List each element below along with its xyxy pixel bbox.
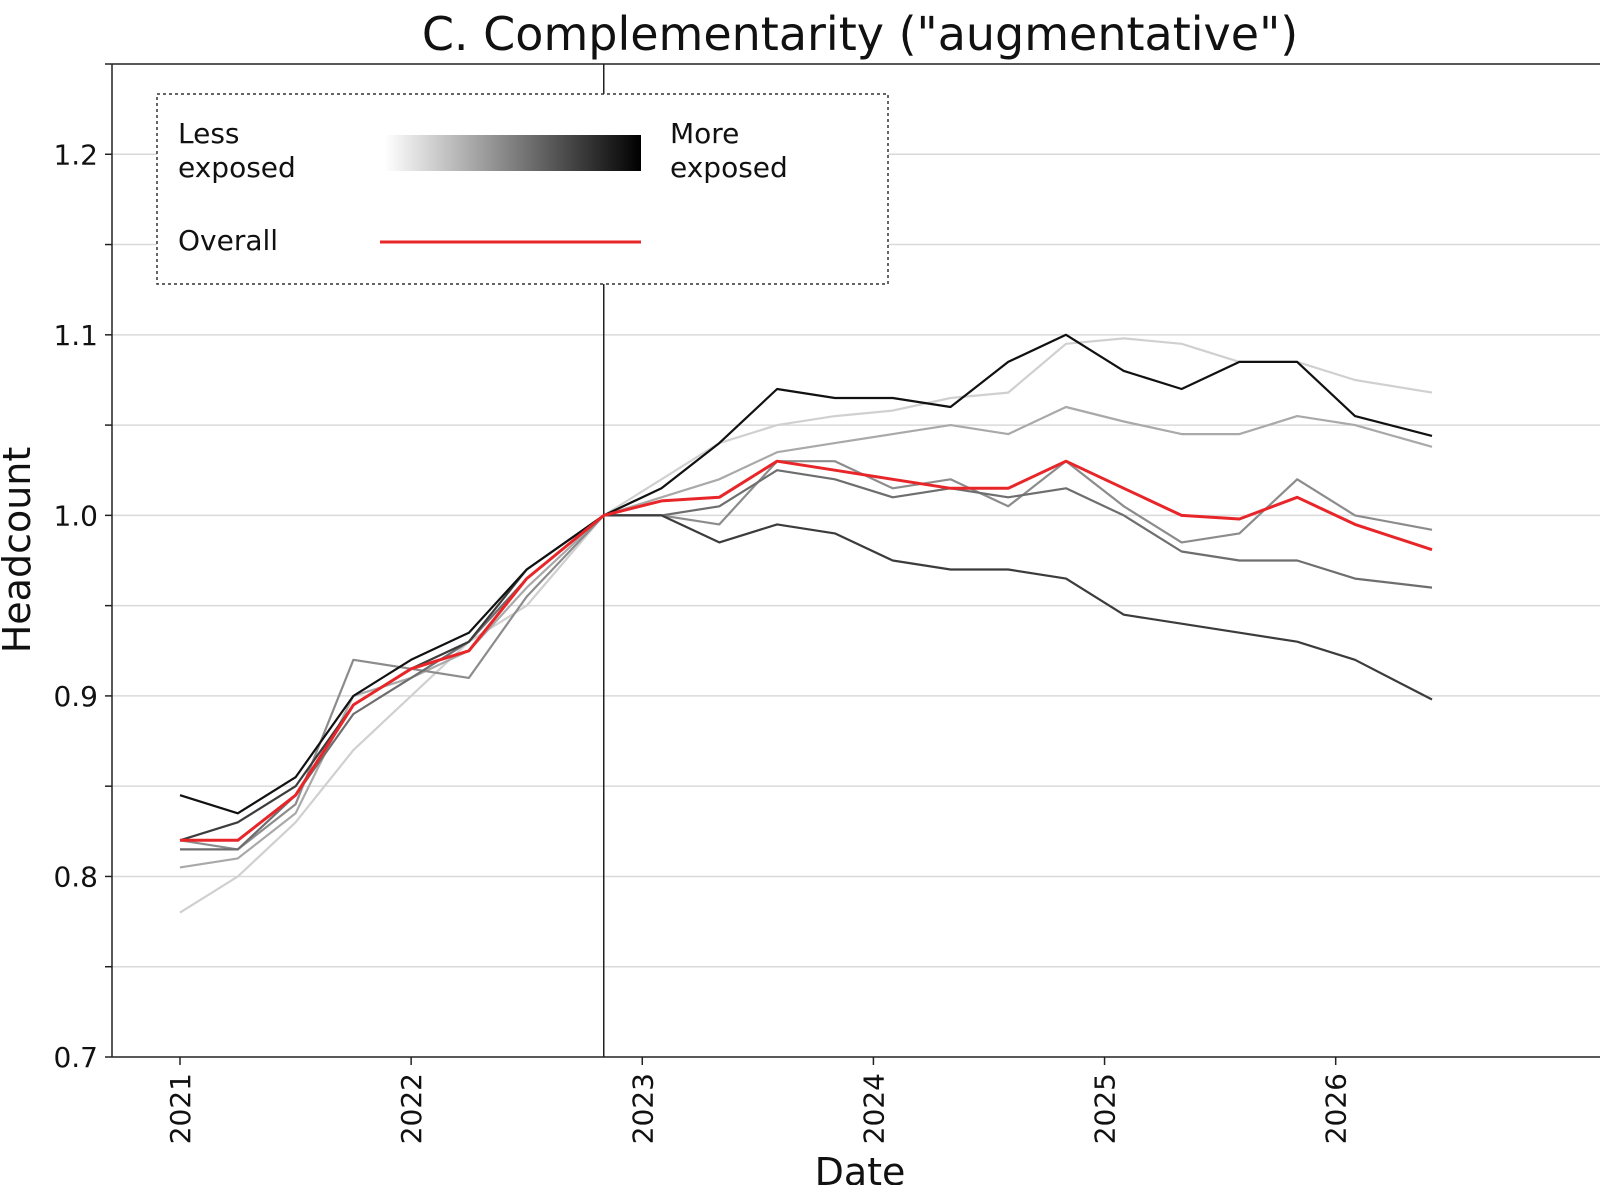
y-tick-label: 1.1 [53,319,98,352]
legend-frame [156,93,889,285]
series-line-4 [180,469,1433,851]
legend-exposure-gradient [385,135,641,171]
y-tick-label: 1.2 [53,138,98,171]
legend-more-exposed: More exposed [670,117,788,184]
legend-overall-label: Overall [178,224,278,257]
legend-less-line1: Less [178,117,240,150]
legend-less-exposed: Less exposed [178,117,296,184]
series-line-3 [179,460,1433,851]
series-line-6 [179,333,1433,815]
legend-less-line2: exposed [178,151,296,184]
legend-more-line2: exposed [670,151,788,184]
x-tick-label: 2024 [857,1073,890,1144]
x-tick-label: 2026 [1320,1073,1353,1144]
legend: Less exposed More exposed Overall [156,93,889,285]
axes: 0.7 0.8 0.9 1.0 1.1 1.2 2021 2022 2023 2024 2025 20… [53,63,1600,1144]
y-tick-label: 0.9 [53,680,98,713]
y-tick-label: 0.7 [53,1041,98,1074]
chart-title: C. Complementarity ("augmentative") [422,7,1298,61]
y-tick-label: 0.8 [53,860,98,893]
legend-more-line1: More [670,117,739,150]
y-tick-label: 1.0 [53,499,98,532]
x-axis-label: Date [815,1150,906,1185]
series-line-2 [179,405,1433,869]
series-line-5 [179,514,1433,842]
y-axis-label: Headcount [0,447,39,654]
series-line-overall [180,459,1433,842]
series-lines [179,333,1433,914]
series-line-1 [179,337,1433,914]
x-tick-label: 2023 [626,1073,659,1144]
x-tick-label: 2021 [164,1073,197,1144]
x-tick-label: 2022 [395,1073,428,1144]
x-tick-label: 2025 [1089,1073,1122,1144]
